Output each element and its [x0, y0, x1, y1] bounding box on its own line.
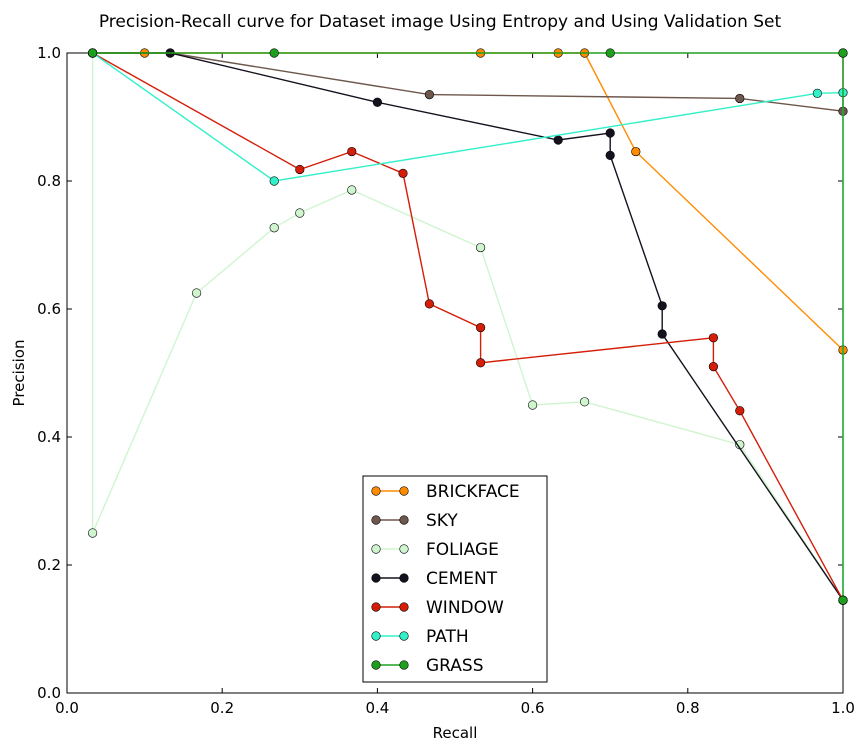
chart-title: Precision-Recall curve for Dataset image…: [99, 12, 782, 32]
data-point-cement: [657, 329, 667, 339]
data-point-cement: [605, 150, 615, 160]
legend-marker-foliage: [399, 544, 409, 554]
y-tick-label: 0.0: [37, 684, 61, 702]
data-point-window: [347, 146, 357, 157]
y-tick-label: 0.8: [37, 172, 61, 190]
data-point-window: [708, 333, 719, 343]
data-point-foliage: [579, 397, 590, 407]
series-foliage: [88, 48, 848, 605]
legend-label-window: WINDOW: [426, 598, 504, 618]
data-point-cement: [553, 135, 563, 145]
legend: BRICKFACE SKY FOLIAGE CEMENT WINDOW PATH GRASS: [362, 475, 548, 683]
data-point-foliage: [269, 223, 279, 233]
x-tick-label: 1.0: [831, 699, 855, 717]
x-axis-label: Recall: [433, 724, 478, 742]
y-axis-label: Precision: [10, 340, 28, 407]
data-point-window: [708, 362, 719, 372]
legend-label-foliage: FOLIAGE: [426, 540, 499, 560]
legend-marker-path: [399, 631, 409, 641]
x-tick-label: 0.2: [210, 699, 234, 717]
data-point-foliage: [88, 528, 98, 538]
data-point-grass: [605, 48, 615, 58]
series-grass: [88, 48, 848, 605]
series-line-sky: [170, 52, 844, 112]
data-point-cement: [657, 301, 667, 311]
x-tick-label: 0.8: [676, 699, 700, 717]
legend-marker-window: [371, 602, 381, 612]
x-tick-label: 0.6: [521, 699, 545, 717]
data-point-window: [735, 406, 745, 416]
legend-box: [362, 475, 548, 683]
x-tick-label: 0.4: [365, 699, 389, 717]
legend-marker-brickface: [399, 486, 409, 496]
data-point-window: [424, 299, 434, 309]
y-tick-label: 1.0: [37, 44, 61, 62]
data-point-window: [398, 168, 408, 178]
legend-label-path: PATH: [426, 627, 469, 647]
data-point-grass: [269, 48, 279, 58]
legend-label-grass: GRASS: [426, 656, 484, 676]
legend-marker-cement: [371, 573, 381, 583]
data-point-foliage: [476, 242, 486, 253]
x-tick-label: 0.0: [55, 699, 79, 717]
data-point-foliage: [191, 288, 202, 298]
series-layer: [88, 48, 848, 605]
legend-marker-grass: [399, 660, 409, 670]
data-point-grass: [88, 48, 98, 58]
data-point-path: [269, 176, 279, 186]
y-tick-label: 0.6: [37, 300, 61, 318]
legend-marker-sky: [399, 515, 409, 525]
data-point-cement: [605, 128, 615, 138]
legend-marker-path: [371, 631, 381, 641]
data-point-cement: [372, 97, 383, 107]
data-point-foliage: [347, 185, 357, 195]
legend-marker-cement: [399, 573, 409, 583]
data-point-foliage: [295, 208, 305, 218]
data-point-path: [812, 88, 822, 98]
legend-label-cement: CEMENT: [426, 569, 498, 589]
legend-label-sky: SKY: [426, 511, 458, 531]
y-tick-label: 0.2: [37, 556, 61, 574]
data-point-window: [295, 164, 305, 175]
data-point-window: [476, 322, 486, 333]
legend-marker-grass: [371, 660, 381, 670]
data-point-window: [476, 358, 486, 368]
y-tick-label: 0.4: [37, 428, 61, 446]
data-point-sky: [424, 89, 434, 100]
data-point-brickface: [631, 146, 641, 157]
legend-marker-foliage: [371, 544, 381, 554]
data-point-grass: [838, 595, 848, 605]
series-line-brickface: [92, 52, 844, 351]
legend-marker-brickface: [371, 486, 381, 496]
data-point-foliage: [527, 400, 538, 410]
data-point-sky: [735, 93, 745, 104]
data-point-grass: [838, 48, 848, 58]
axis-ticks: 0.0 0.2 0.4 0.6 0.8 1.0 0.0 0.2 0.4 0.6 0.8 1.0: [37, 44, 855, 717]
legend-marker-sky: [371, 515, 381, 525]
legend-label-brickface: BRICKFACE: [426, 482, 520, 502]
legend-marker-window: [399, 602, 409, 612]
